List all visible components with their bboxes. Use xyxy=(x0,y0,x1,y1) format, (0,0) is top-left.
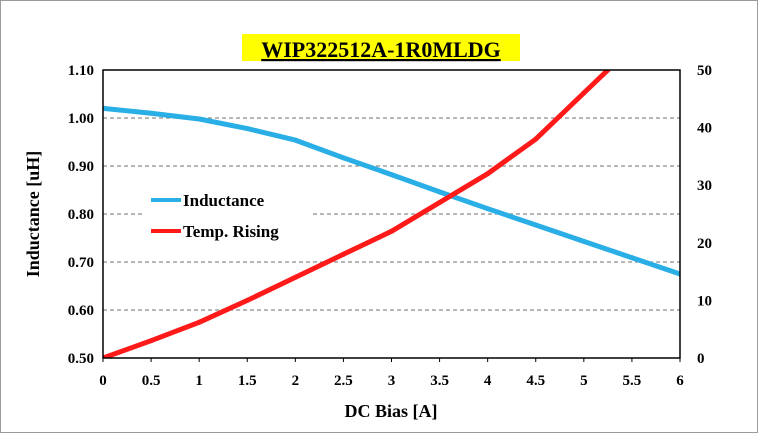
data-point-inductance xyxy=(437,189,443,195)
x-tick-label: 1 xyxy=(195,373,203,389)
data-point-inductance xyxy=(629,255,635,261)
data-point-inductance xyxy=(340,155,346,161)
x-axis-label: DC Bias [A] xyxy=(345,401,438,421)
chart-title-highlight xyxy=(242,34,520,61)
y-tick-label: 0.80 xyxy=(68,207,94,223)
data-point-temp-rising xyxy=(244,297,250,303)
y-tick-label: 1.00 xyxy=(68,111,94,127)
data-point-temp-rising xyxy=(581,90,587,96)
chart-title: WIP322512A-1R0MLDG xyxy=(261,37,501,62)
y-tick-label: 1.10 xyxy=(68,63,94,79)
data-point-temp-rising xyxy=(292,274,298,280)
y2-tick-label: 20 xyxy=(697,236,712,252)
data-point-inductance xyxy=(292,137,298,143)
y2-tick-label: 40 xyxy=(697,121,712,137)
series-lines xyxy=(103,70,680,358)
series-line-temp-rising xyxy=(103,70,611,358)
x-tick-label: 6 xyxy=(676,373,684,389)
legend-label-inductance: Inductance xyxy=(183,191,265,210)
y-tick-label: 0.60 xyxy=(68,303,94,319)
x-tick-label: 4.5 xyxy=(526,373,545,389)
x-tick-label: 5.5 xyxy=(623,373,642,389)
data-point-temp-rising xyxy=(196,319,202,325)
x-tick-label: 2.5 xyxy=(334,373,353,389)
x-tick-label: 0 xyxy=(99,373,107,389)
x-tick-label: 2 xyxy=(292,373,300,389)
data-point-temp-rising xyxy=(340,251,346,257)
x-axis-ticks: 0 0.5 1 1.5 2 2.5 3 3.5 4 4.5 5 5.5 6 xyxy=(99,358,684,389)
data-point-temp-rising xyxy=(533,136,539,142)
y-axis-ticks: 0.50 0.60 0.70 0.80 0.90 1.00 1.10 xyxy=(68,63,94,367)
data-point-inductance xyxy=(196,116,202,122)
data-point-temp-rising xyxy=(437,199,443,205)
y-tick-label: 0.70 xyxy=(68,255,94,271)
legend-label-temp-rising: Temp. Rising xyxy=(183,222,279,241)
y2-axis-ticks: 0 10 20 30 40 50 xyxy=(697,63,712,367)
data-point-inductance xyxy=(244,126,250,132)
data-point-inductance xyxy=(533,222,539,228)
y-tick-label: 0.90 xyxy=(68,159,94,175)
data-point-inductance xyxy=(389,172,394,178)
y2-tick-label: 0 xyxy=(697,351,705,367)
y2-tick-label: 50 xyxy=(697,63,712,79)
data-point-temp-rising xyxy=(485,171,491,177)
data-point-inductance xyxy=(581,238,587,244)
x-tick-label: 3.5 xyxy=(430,373,449,389)
x-tick-label: 3 xyxy=(388,373,396,389)
data-point-inductance xyxy=(485,206,491,212)
x-tick-label: 0.5 xyxy=(142,373,161,389)
legend-box xyxy=(145,184,311,244)
y-axis-label: Inductance [uH] xyxy=(23,151,43,278)
y2-tick-label: 30 xyxy=(697,178,712,194)
y2-tick-label: 10 xyxy=(697,293,712,309)
gridlines xyxy=(103,117,680,311)
data-point-inductance xyxy=(148,110,154,116)
y-tick-label: 0.50 xyxy=(68,351,94,367)
x-tick-label: 5 xyxy=(580,373,588,389)
legend: Inductance Temp. Rising xyxy=(145,184,311,244)
data-point-temp-rising xyxy=(389,228,394,234)
x-tick-label: 4 xyxy=(484,373,492,389)
data-point-temp-rising xyxy=(148,338,154,344)
x-tick-label: 1.5 xyxy=(238,373,257,389)
